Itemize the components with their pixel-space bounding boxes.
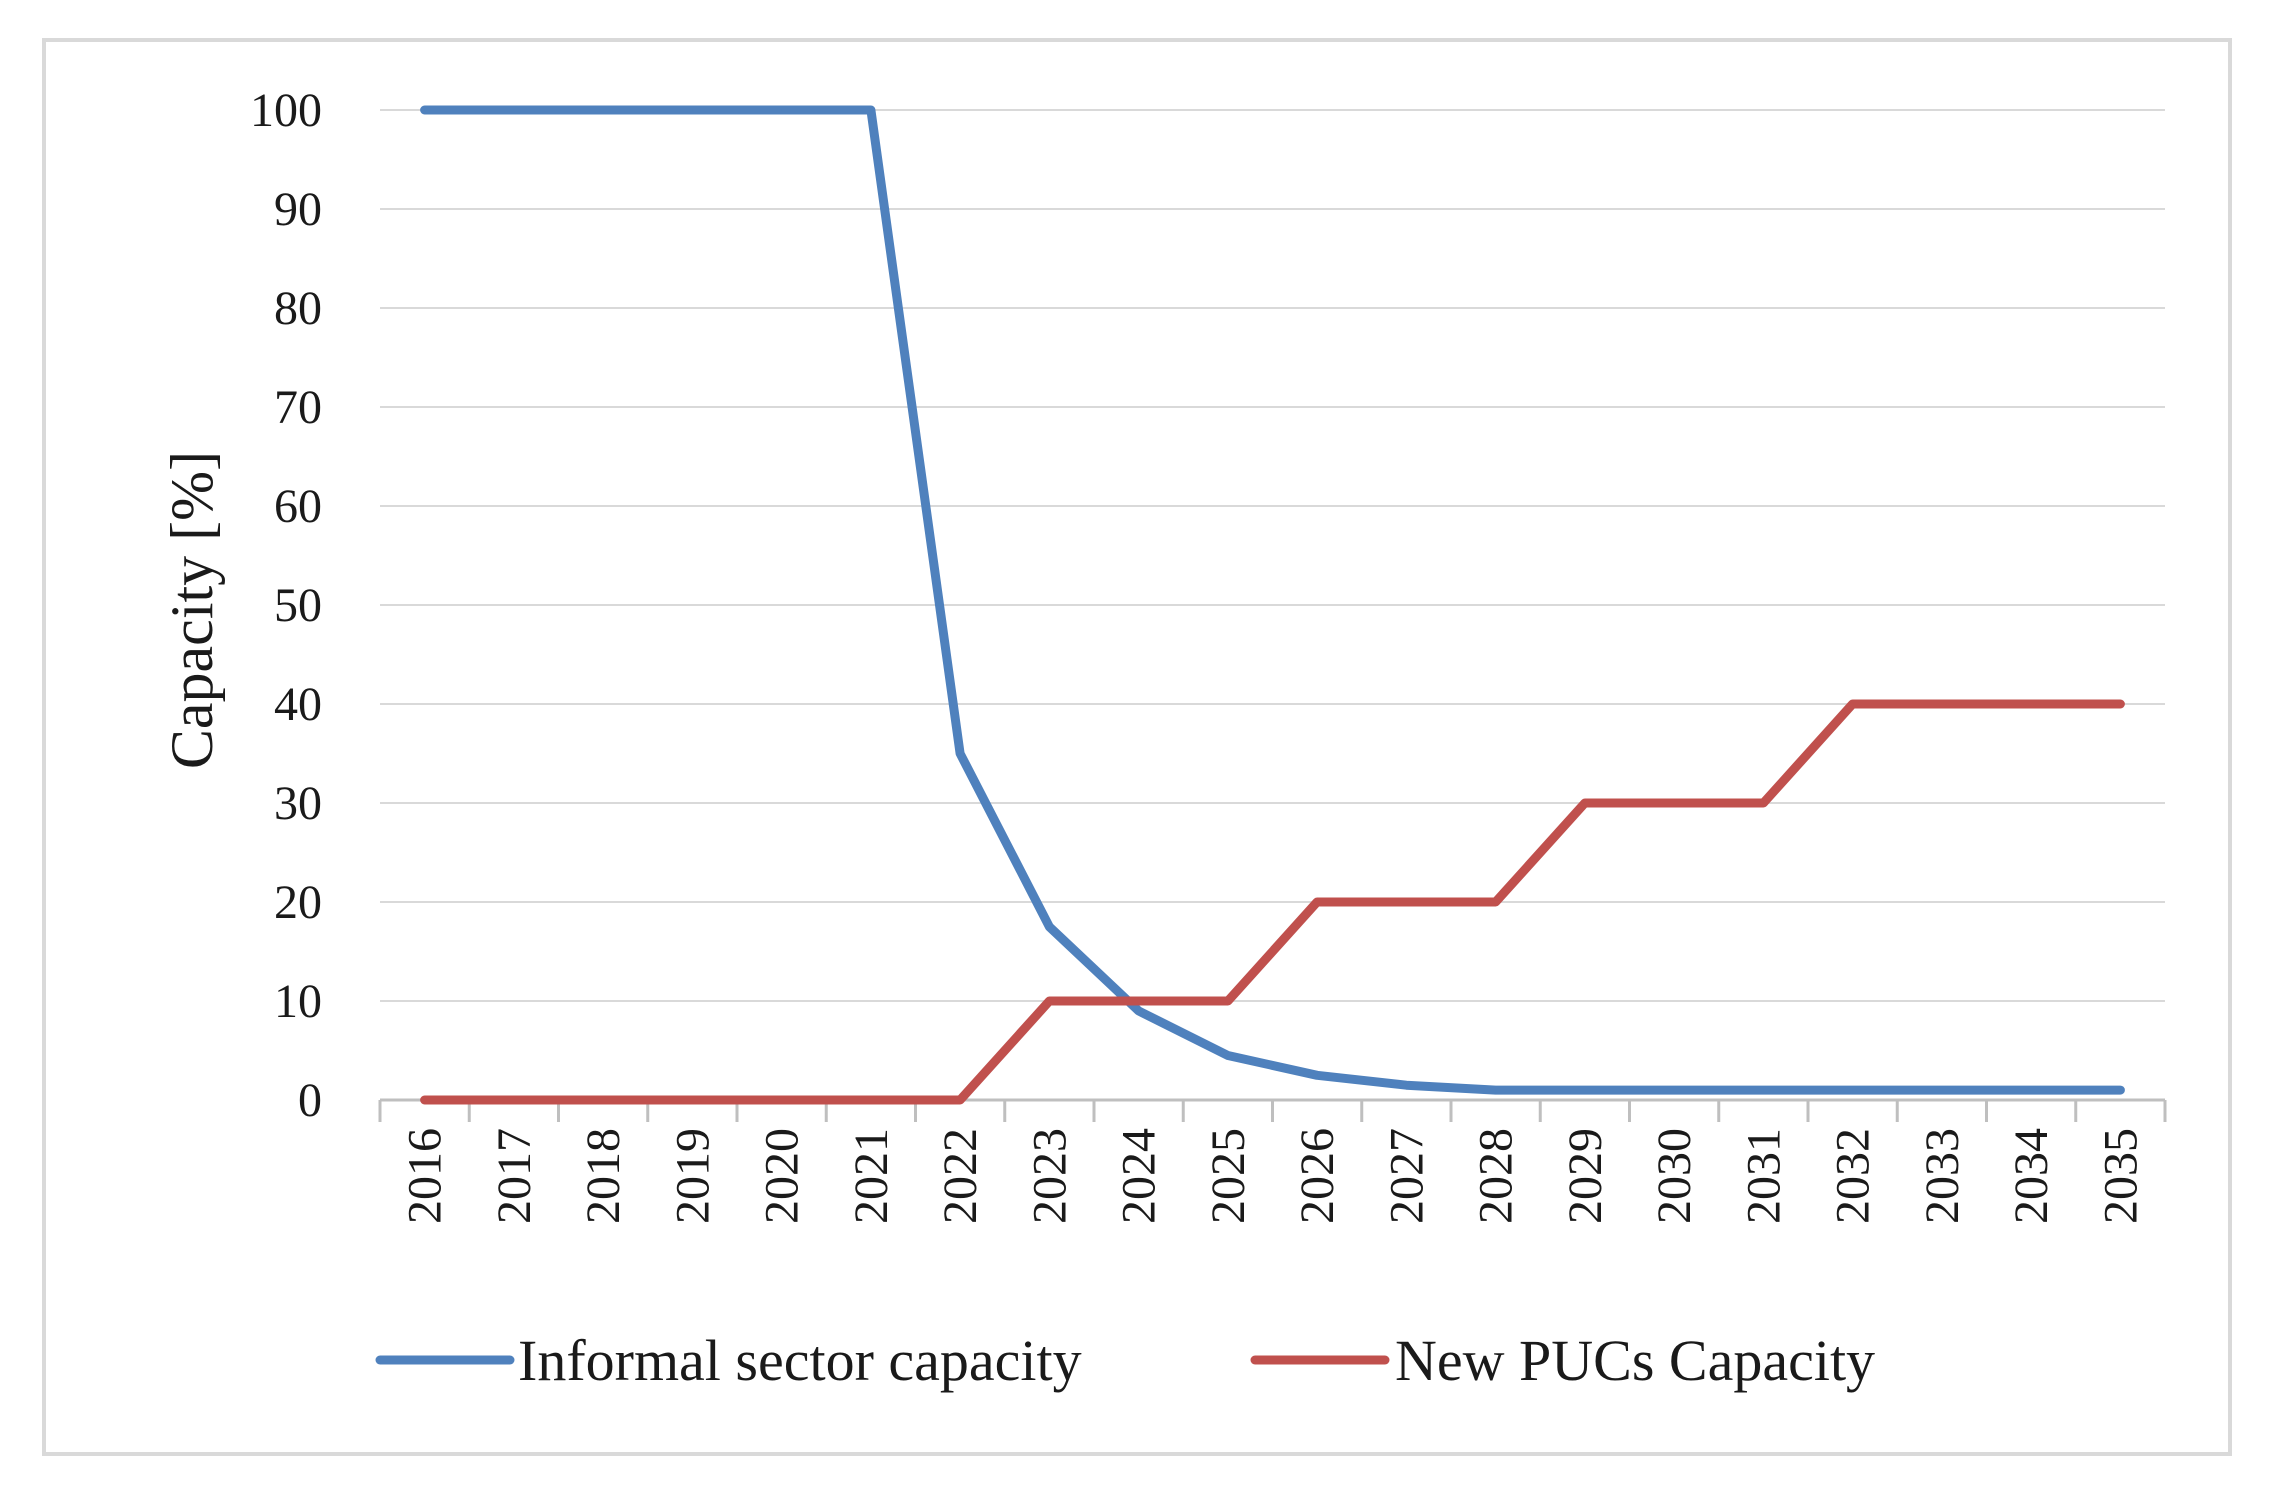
- data-point: [1316, 1074, 1318, 1076]
- x-tick-label: 2032: [1827, 1128, 1880, 1224]
- legend-label: New PUCs Capacity: [1395, 1328, 1875, 1393]
- x-tick-label: 2021: [845, 1128, 898, 1224]
- x-tick-labels: 2016 2017 2018 2019 2020 2021 2022 2023 2024 2025…: [399, 1128, 2148, 1224]
- data-point: [781, 1099, 783, 1101]
- x-tick-label: 2027: [1380, 1128, 1433, 1224]
- x-tick-label: 2031: [1737, 1128, 1790, 1224]
- data-point: [781, 109, 783, 111]
- x-tick-label: 2018: [577, 1128, 630, 1224]
- data-point: [1941, 1089, 1943, 1091]
- y-tick-label: 0: [298, 1074, 322, 1127]
- x-tick-label: 2033: [1916, 1128, 1969, 1224]
- data-point: [1852, 1089, 1854, 1091]
- x-tick-label: 2020: [756, 1128, 809, 1224]
- x-tick-label: 2025: [1202, 1128, 1255, 1224]
- data-point: [424, 1099, 426, 1101]
- data-point: [959, 753, 961, 754]
- y-tick-label: 10: [274, 975, 322, 1028]
- data-point: [2119, 1089, 2121, 1091]
- data-point: [870, 1099, 872, 1101]
- data-point: [870, 109, 872, 111]
- data-point: [1138, 1000, 1140, 1002]
- y-tick-label: 20: [274, 876, 322, 929]
- x-tick-label: 2035: [2094, 1128, 2147, 1224]
- x-tick-label: 2034: [2005, 1128, 2058, 1224]
- data-point: [1762, 1089, 1764, 1091]
- x-tick-label: 2017: [488, 1128, 541, 1224]
- data-point: [1495, 1089, 1497, 1091]
- data-point: [424, 109, 426, 111]
- x-tick-label: 2029: [1559, 1128, 1612, 1224]
- x-tick-label: 2022: [934, 1128, 987, 1224]
- data-point: [1048, 926, 1050, 928]
- data-point: [513, 109, 515, 111]
- x-tick-label: 2023: [1023, 1128, 1076, 1224]
- data-point: [1048, 1000, 1050, 1002]
- data-point: [2030, 1089, 2032, 1091]
- gridlines: [380, 109, 2165, 1002]
- data-point: [2030, 703, 2032, 705]
- data-point: [1584, 1089, 1586, 1091]
- y-tick-label: 70: [274, 381, 322, 434]
- y-tick-label: 40: [274, 678, 322, 731]
- data-point: [1495, 901, 1497, 903]
- y-tick-label: 90: [274, 183, 322, 236]
- x-tick-label: 2016: [399, 1128, 452, 1224]
- legend-label: Informal sector capacity: [518, 1328, 1082, 1393]
- y-tick-label: 80: [274, 282, 322, 335]
- data-point: [959, 1099, 961, 1101]
- data-point: [691, 109, 693, 111]
- data-point: [1673, 802, 1675, 804]
- data-point: [1762, 802, 1764, 804]
- chart-frame: [42, 38, 2232, 1456]
- y-tick-label: 30: [274, 777, 322, 830]
- x-tick-label: 2030: [1648, 1128, 1701, 1224]
- data-point: [1227, 1000, 1229, 1002]
- data-point: [1316, 901, 1318, 903]
- y-tick-label: 60: [274, 480, 322, 533]
- y-tick-labels: 0 10 20 30 40 50 60 70 80 90 100: [250, 84, 322, 1127]
- data-point: [1941, 703, 1943, 705]
- data-point: [1852, 703, 1854, 705]
- x-tick-label: 2026: [1291, 1128, 1344, 1224]
- x-tick-label: 2028: [1470, 1128, 1523, 1224]
- data-point: [1227, 1054, 1229, 1056]
- series-line-1: [420, 699, 2125, 1105]
- legend: Informal sector capacity New PUCs Capacit…: [375, 1328, 1875, 1393]
- data-point: [1405, 901, 1407, 903]
- data-point: [513, 1099, 515, 1101]
- y-tick-label: 50: [274, 579, 322, 632]
- y-tick-label: 100: [250, 84, 322, 137]
- data-point: [602, 109, 604, 111]
- y-axis-title: Capacity [%]: [159, 451, 225, 769]
- data-point: [602, 1099, 604, 1101]
- data-point: [691, 1099, 693, 1101]
- series-lines: [420, 105, 2125, 1105]
- data-point: [1673, 1089, 1675, 1091]
- data-point: [2119, 703, 2121, 705]
- data-point: [1584, 802, 1586, 804]
- data-point: [1405, 1084, 1407, 1086]
- x-tick-label: 2024: [1113, 1128, 1166, 1224]
- x-tick-label: 2019: [666, 1128, 719, 1224]
- data-point: [1138, 1010, 1140, 1012]
- series-line-0: [420, 105, 2125, 1095]
